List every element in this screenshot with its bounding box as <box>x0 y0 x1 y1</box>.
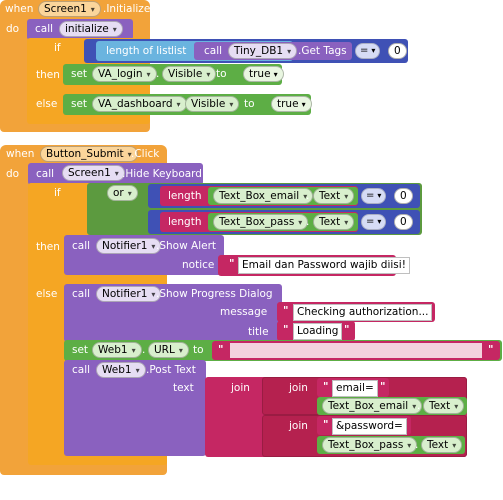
length-label: length <box>168 190 202 202</box>
true-boolean-dropdown[interactable]: true ▾ <box>271 96 312 112</box>
quote-open: " <box>323 419 329 431</box>
when-label: when <box>5 3 34 15</box>
equals-operator-dropdown[interactable]: = ▾ <box>361 214 387 230</box>
do-label: do <box>6 23 20 35</box>
message-param-label: message <box>220 306 268 318</box>
dot-separator: . <box>306 216 310 228</box>
quote-close: " <box>425 305 431 317</box>
url-property-dropdown[interactable]: URL ▾ <box>148 342 189 358</box>
password-eq-string-value[interactable]: &password= <box>332 418 407 435</box>
length-of-list-label: length of list <box>106 45 172 57</box>
email-eq-string-value[interactable]: email= <box>332 380 378 397</box>
dot-separator: . <box>417 400 421 412</box>
to-label: to <box>193 344 204 356</box>
call-label: call <box>72 288 91 300</box>
equals-operator-dropdown[interactable]: = ▾ <box>355 43 381 59</box>
number-zero-field[interactable]: 0 <box>394 214 413 230</box>
dot-separator: . <box>156 68 160 80</box>
dot-separator: . <box>142 344 146 356</box>
notice-param-label: notice <box>182 259 215 271</box>
screen1-component-dropdown[interactable]: Screen1 ▾ <box>62 165 125 181</box>
title-string-value[interactable]: Loading <box>293 323 343 340</box>
initialize-event-label: .Initialize <box>103 3 151 15</box>
or-operator-dropdown[interactable]: or ▾ <box>107 185 138 201</box>
call-label: call <box>72 240 91 252</box>
text-property-dropdown[interactable]: Text ▾ <box>423 398 465 414</box>
text-box-pass-component-dropdown[interactable]: Text_Box_pass ▾ <box>322 437 418 453</box>
set-label: set <box>72 344 89 356</box>
text-box-email-component-dropdown[interactable]: Text_Box_email ▾ <box>322 398 423 414</box>
show-progress-dialog-label: .Show Progress Dialog <box>156 288 273 300</box>
else-label: else <box>36 98 58 110</box>
screen1-component-dropdown[interactable]: Screen1 ▾ <box>38 1 101 17</box>
if-label: if <box>54 187 61 199</box>
number-zero-field[interactable]: 0 <box>388 43 407 59</box>
va-login-component-dropdown[interactable]: VA_login ▾ <box>92 66 157 82</box>
quote-open: " <box>323 381 329 393</box>
hide-keyboard-label: .Hide Keyboard <box>122 168 202 180</box>
when-label: when <box>6 148 35 160</box>
quote-open: " <box>218 344 224 356</box>
click-event-label: .Click <box>131 148 160 160</box>
get-tags-label: .Get Tags <box>298 45 347 57</box>
if-label: if <box>54 42 61 54</box>
visible-property-dropdown[interactable]: Visible ▾ <box>162 66 217 82</box>
initialize-procedure-dropdown[interactable]: initialize ▾ <box>59 21 123 37</box>
visible-property-dropdown[interactable]: Visible ▾ <box>185 96 240 112</box>
then-label: then <box>36 241 60 253</box>
text-property-dropdown[interactable]: Text ▾ <box>421 437 463 453</box>
join-label: join <box>289 382 308 394</box>
equals-operator-dropdown[interactable]: = ▾ <box>361 188 387 204</box>
call-label: call <box>72 364 91 376</box>
quote-close: " <box>488 344 494 356</box>
url-string-value-redacted[interactable] <box>230 343 482 358</box>
set-label: set <box>71 98 88 110</box>
join-label: join <box>231 382 250 394</box>
quote-open: " <box>283 305 289 317</box>
quote-close: " <box>344 324 350 336</box>
else-label: else <box>36 288 58 300</box>
number-zero-field[interactable]: 0 <box>394 188 413 204</box>
quote-open: " <box>283 324 289 336</box>
then-label: then <box>36 69 60 81</box>
notifier1-component-dropdown[interactable]: Notifier1 ▾ <box>96 286 162 302</box>
text-box-pass-component-dropdown[interactable]: Text_Box_pass ▾ <box>213 214 309 230</box>
show-alert-label: .Show Alert <box>156 240 217 252</box>
text-box-email-component-dropdown[interactable]: Text_Box_email ▾ <box>213 188 314 204</box>
list-label: list <box>171 45 187 57</box>
va-dashboard-component-dropdown[interactable]: VA_dashboard ▾ <box>92 96 187 112</box>
length-label: length <box>168 216 202 228</box>
dot-separator: . <box>178 98 182 110</box>
notice-text-field[interactable]: " <box>229 258 235 270</box>
post-text-label: .Post Text <box>146 364 196 376</box>
text-property-dropdown[interactable]: Text ▾ <box>313 214 355 230</box>
text-property-dropdown[interactable]: Text ▾ <box>313 188 355 204</box>
message-string-value[interactable]: Checking authorization... <box>293 304 433 321</box>
quote-close: " <box>386 258 392 270</box>
notifier1-component-dropdown[interactable]: Notifier1 ▾ <box>96 238 162 254</box>
to-label: to <box>244 98 255 110</box>
dot-separator: . <box>306 190 310 202</box>
notice-string-value[interactable]: Email dan Password wajib diisi! <box>238 257 410 274</box>
web1-component-dropdown[interactable]: Web1 ▾ <box>92 342 142 358</box>
tinydb-component-dropdown[interactable]: Tiny_DB1 ▾ <box>228 43 298 59</box>
title-param-label: title <box>248 326 269 338</box>
do-label: do <box>6 168 20 180</box>
call-label: call <box>36 168 55 180</box>
dot-separator: . <box>415 439 419 451</box>
to-label: to <box>216 68 227 80</box>
web1-component-dropdown[interactable]: Web1 ▾ <box>96 362 146 378</box>
button-submit-component-dropdown[interactable]: Button_Submit ▾ <box>40 146 138 162</box>
set-label: set <box>71 68 88 80</box>
quote-close: " <box>401 419 407 431</box>
true-boolean-dropdown[interactable]: true ▾ <box>243 66 284 82</box>
quote-close: " <box>380 381 386 393</box>
call-label: call <box>204 45 223 57</box>
text-param-label: text <box>173 382 194 394</box>
join-label: join <box>289 420 308 432</box>
call-label: call <box>35 23 54 35</box>
